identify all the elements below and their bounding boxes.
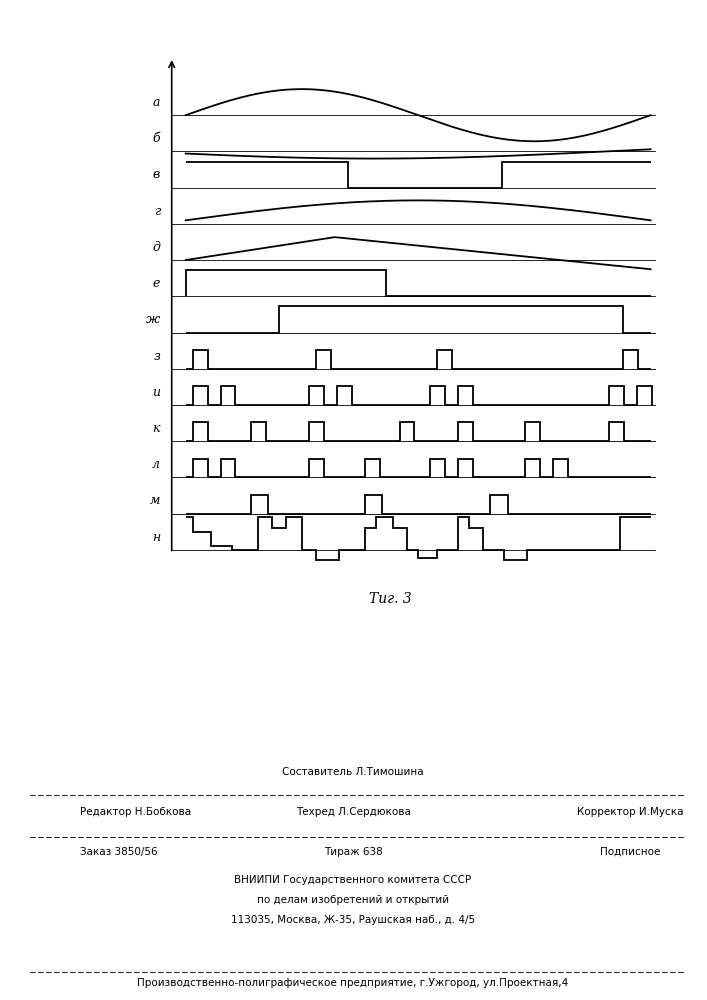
Text: Составитель Л.Тимошина: Составитель Л.Тимошина bbox=[282, 767, 423, 777]
Text: 113035, Москва, Ж-35, Раушская наб., д. 4/5: 113035, Москва, Ж-35, Раушская наб., д. … bbox=[231, 915, 475, 925]
Text: г: г bbox=[153, 205, 160, 218]
Text: м: м bbox=[150, 494, 160, 507]
Text: в: в bbox=[153, 168, 160, 181]
Text: л: л bbox=[152, 458, 160, 471]
Text: Техред Л.Сердюкова: Техред Л.Сердюкова bbox=[296, 807, 411, 817]
Text: е: е bbox=[153, 277, 160, 290]
Text: ж: ж bbox=[146, 313, 160, 326]
Text: по делам изобретений и открытий: по делам изобретений и открытий bbox=[257, 895, 449, 905]
Text: Редактор Н.Бобкова: Редактор Н.Бобкова bbox=[80, 807, 191, 817]
Text: н: н bbox=[152, 531, 160, 544]
Text: к: к bbox=[153, 422, 160, 435]
Text: ВНИИПИ Государственного комитета СССР: ВНИИПИ Государственного комитета СССР bbox=[235, 875, 472, 885]
Text: Тираж 638: Тираж 638 bbox=[324, 847, 382, 857]
Text: Корректор И.Муска: Корректор И.Муска bbox=[577, 807, 683, 817]
Text: Заказ 3850/56: Заказ 3850/56 bbox=[80, 847, 158, 857]
Text: и: и bbox=[152, 386, 160, 399]
Text: Производственно-полиграфическое предприятие, г.Ужгород, ул.Проектная,4: Производственно-полиграфическое предприя… bbox=[137, 978, 568, 988]
Text: а: а bbox=[153, 96, 160, 109]
Text: Τиг. 3: Τиг. 3 bbox=[369, 592, 411, 606]
Text: з: з bbox=[153, 350, 160, 363]
Text: д: д bbox=[152, 241, 160, 254]
Text: б: б bbox=[153, 132, 160, 145]
Text: Подписное: Подписное bbox=[600, 847, 660, 857]
